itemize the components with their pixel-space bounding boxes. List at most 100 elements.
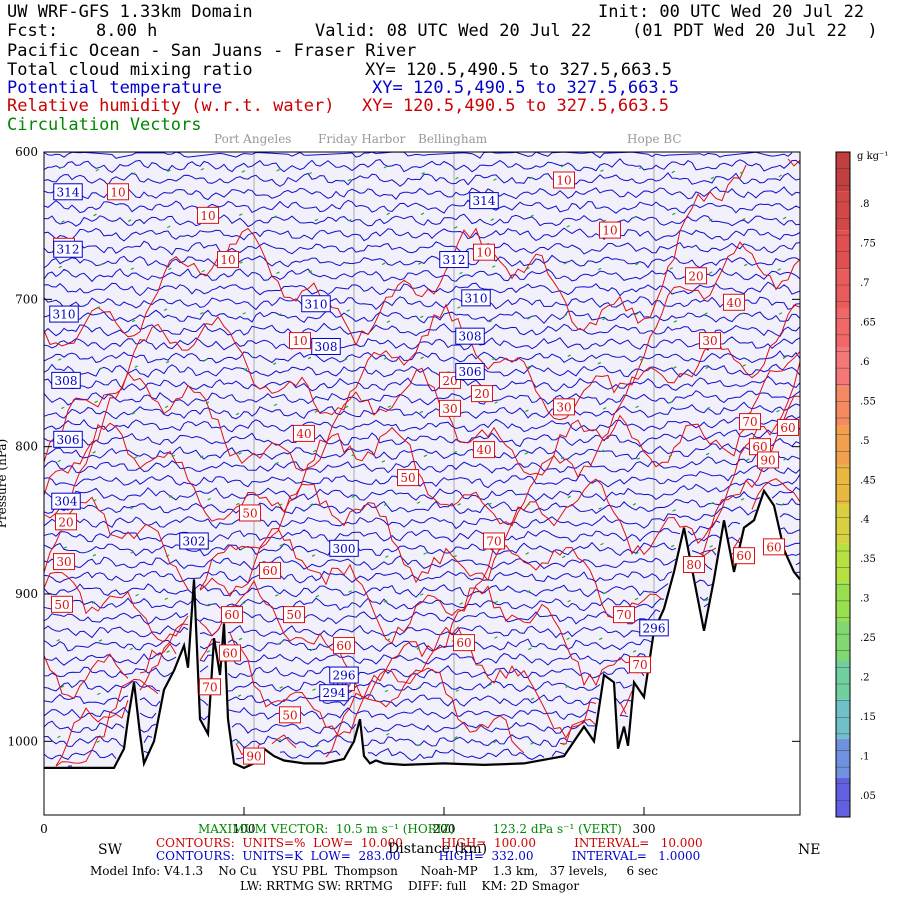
- vector-152: [491, 265, 496, 268]
- vector-195: [600, 449, 605, 453]
- vector-223: [709, 271, 713, 274]
- rh-label-15: 30: [699, 332, 721, 350]
- vector-119: [385, 555, 389, 558]
- vector-155: [494, 401, 498, 404]
- vector-87: [314, 218, 319, 222]
- vector-209: [635, 551, 639, 555]
- svg-text:296: 296: [333, 669, 356, 683]
- theta-line-10: [43, 281, 801, 297]
- rh-label-20: 50: [397, 469, 419, 487]
- forecast-label: Fcst:: [7, 21, 59, 41]
- colorbar-tick-5: .55: [860, 396, 876, 407]
- vector-131: [416, 501, 421, 504]
- svg-text:30: 30: [56, 555, 71, 569]
- colorbar-tick-6: .5: [860, 436, 870, 447]
- model-info-physics: LW: RRTMG SW: RRTMG DIFF: full KM: 2D Sm…: [240, 879, 580, 893]
- region-title: Pacific Ocean - San Juans - Fraser River: [7, 41, 417, 61]
- axis-ticks: 600 700 800 900 1000 0 100 200 300 Pressure (hPa): [0, 145, 800, 836]
- theta-line-25: [43, 474, 801, 502]
- vector-202: [633, 216, 637, 219]
- theta-label-16: 296: [639, 619, 669, 637]
- vector-116: [387, 405, 392, 408]
- vector-10: [56, 638, 61, 642]
- theta-label-10: 306: [53, 430, 83, 448]
- vector-180: [567, 354, 571, 358]
- svg-text:60: 60: [222, 646, 237, 660]
- theta-label-2: 312: [53, 240, 83, 258]
- rh-label-41: 90: [757, 451, 779, 469]
- colorbar-unit: g kg⁻¹: [857, 151, 888, 162]
- svg-text:30: 30: [556, 400, 571, 414]
- theta-line-1: [43, 158, 801, 174]
- xy-cloud: XY= 120.5,490.5 to 327.5,663.5: [365, 60, 673, 80]
- x-tick-label-3: 300: [633, 822, 656, 836]
- svg-text:10: 10: [602, 224, 617, 238]
- theta-line-28: [43, 513, 801, 544]
- vector-111: [383, 165, 388, 169]
- colorbar-tick-10: .3: [860, 594, 870, 605]
- vector-149: [454, 736, 458, 739]
- svg-text:10: 10: [476, 246, 491, 260]
- colorbar-tick-3: .65: [860, 317, 876, 328]
- vector-182: [560, 456, 565, 460]
- y-tick-label-0: 600: [15, 145, 38, 159]
- rh-label-37: 70: [199, 678, 221, 696]
- vector-177: [566, 225, 570, 228]
- svg-text:314: 314: [57, 185, 80, 199]
- vector-201: [639, 166, 643, 170]
- vector-35: [135, 593, 139, 597]
- theta-line-20: [43, 415, 801, 433]
- vector-139: [459, 271, 463, 275]
- theta-label-13: 302: [179, 532, 209, 550]
- colorbar-segment-15: [836, 738, 850, 778]
- rh-label-0: 10: [107, 183, 129, 201]
- vector-117: [381, 460, 386, 463]
- vector-211: [632, 650, 637, 653]
- y-axis-label: Pressure (hPa): [0, 439, 9, 528]
- svg-text:70: 70: [632, 658, 647, 672]
- vector-48: [200, 167, 205, 171]
- svg-text:50: 50: [400, 471, 415, 485]
- colorbar-segment-4: [836, 308, 850, 348]
- svg-text:10: 10: [556, 173, 571, 187]
- vector-88: [308, 270, 313, 273]
- svg-text:306: 306: [57, 433, 80, 447]
- vector-73: [276, 168, 280, 172]
- vector-229: [709, 545, 713, 548]
- plot-frame: [43, 151, 801, 816]
- colorbar-segment-5: [836, 347, 850, 387]
- colorbar-tick-8: .4: [860, 515, 870, 526]
- vector-42: [164, 405, 169, 409]
- theta-contour-labels: 314 314 312 312 310 310 310 308 308 308 306 306 304 3…: [49, 183, 669, 702]
- vector-62: [239, 261, 243, 264]
- vector-228: [710, 501, 714, 505]
- rh-label-21: 50: [239, 504, 261, 522]
- forecast-hour: 8.00 h: [96, 21, 158, 41]
- colorbar-tick-13: .15: [860, 712, 876, 723]
- vector-74: [273, 215, 277, 219]
- vector-13: [95, 168, 100, 172]
- vector-27: [127, 219, 132, 222]
- vector-30: [134, 365, 138, 368]
- vector-221: [710, 176, 715, 180]
- svg-text:308: 308: [459, 330, 482, 344]
- vector-113: [381, 262, 386, 266]
- theta-line-5: [43, 213, 801, 228]
- x-tick-label-1: 100: [233, 822, 256, 836]
- vector-199: [598, 637, 603, 641]
- vector-145: [453, 555, 457, 558]
- vector-12: [57, 735, 61, 739]
- theta-label-3: 312: [439, 251, 469, 269]
- theta-line-7: [43, 240, 801, 256]
- theta-line-16: [43, 363, 801, 378]
- svg-text:20: 20: [442, 374, 457, 388]
- theta-label-0: 314: [53, 183, 83, 201]
- theta-line-34: [43, 603, 709, 625]
- colorbar-tick-1: .75: [860, 238, 876, 249]
- vector-72: [236, 741, 241, 744]
- vector-92: [313, 449, 317, 453]
- theta-line-0: [43, 151, 793, 159]
- vector-122: [384, 689, 389, 693]
- location-friday-harbor: Friday Harbor: [318, 132, 406, 146]
- vector-102: [346, 309, 350, 312]
